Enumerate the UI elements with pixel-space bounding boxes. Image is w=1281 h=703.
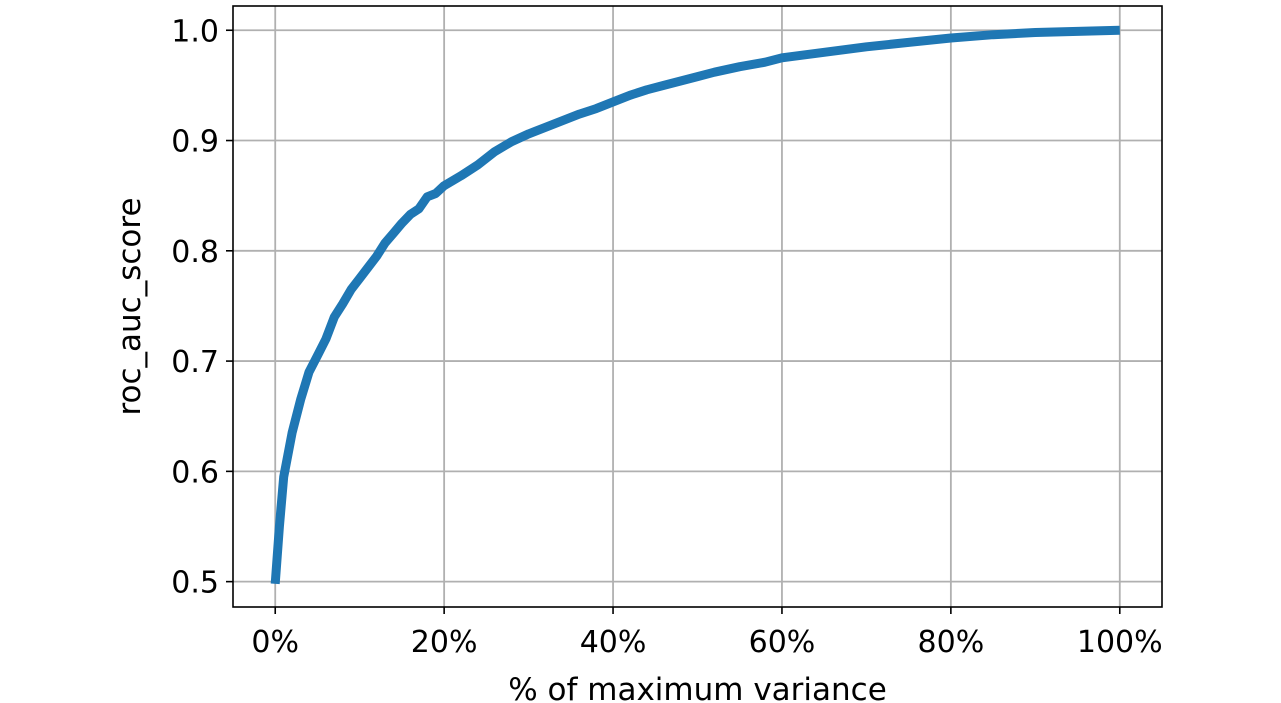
y-tick-label: 0.7	[171, 345, 219, 380]
x-tick-label: 60%	[749, 625, 816, 660]
series-line-0	[270, 25, 1120, 585]
y-axis-label: roc_auc_score	[112, 197, 148, 415]
y-tick-label: 0.8	[171, 235, 219, 270]
y-tick-label: 0.6	[171, 455, 219, 490]
plot-frame	[232, 5, 1163, 608]
y-axis: 0.5 0.6 0.7 0.8 0.9 1.0	[171, 14, 233, 601]
x-tick-label: 40%	[580, 625, 647, 660]
y-grid-lines	[233, 29, 1162, 583]
series-layer	[270, 25, 1120, 585]
x-grid-lines	[274, 6, 1121, 607]
y-tick-label: 0.9	[171, 125, 219, 160]
x-tick-label: 80%	[918, 625, 985, 660]
x-tick-label: 20%	[411, 625, 478, 660]
x-tick-label: 100%	[1077, 625, 1163, 660]
x-tick-label: 0%	[251, 625, 299, 660]
y-tick-label: 1.0	[171, 14, 219, 49]
y-tick-label: 0.5	[171, 566, 219, 601]
x-axis-label: % of maximum variance	[508, 672, 887, 703]
x-axis: 0% 20% 40% 60% 80% 100%	[251, 607, 1163, 660]
